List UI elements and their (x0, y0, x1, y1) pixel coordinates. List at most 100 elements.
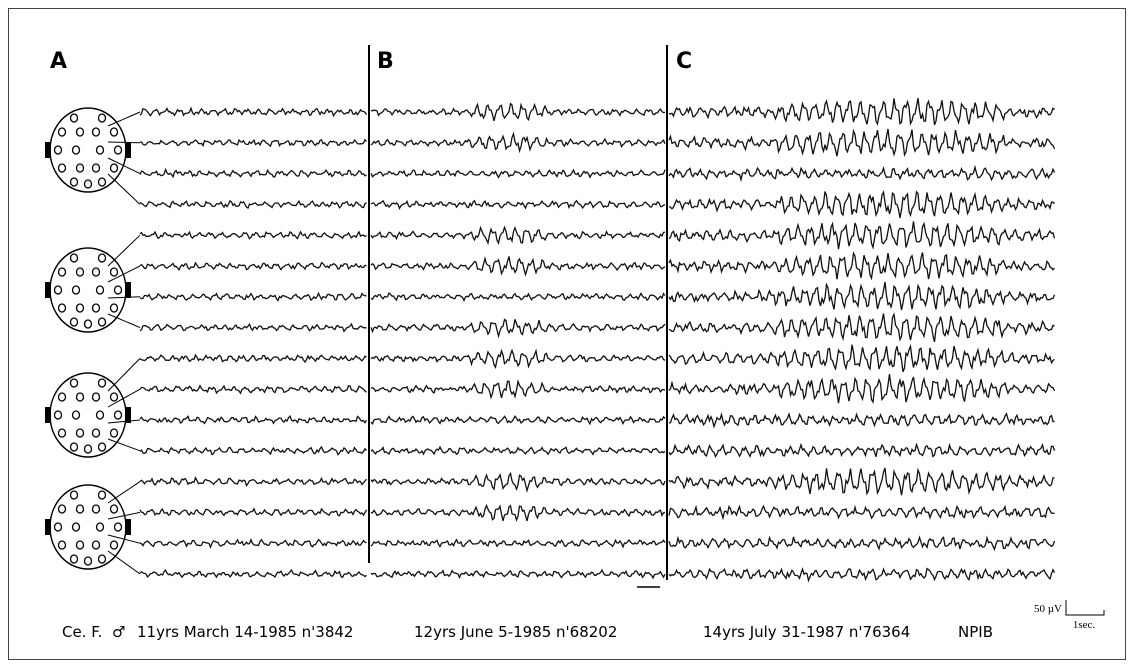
electrode (83, 444, 93, 454)
lead-line (107, 111, 141, 127)
electrode (71, 145, 81, 155)
electrode (69, 253, 79, 263)
electrode (57, 428, 67, 438)
sex-symbol: ♂ (112, 623, 125, 641)
electrode (95, 145, 105, 155)
electrode (57, 267, 67, 277)
lead-line (107, 157, 141, 175)
eeg-trace (370, 379, 666, 400)
electrode (57, 540, 67, 550)
eeg-trace (370, 445, 666, 456)
eeg-trace (139, 414, 368, 425)
electrode (69, 554, 79, 564)
electrode (57, 504, 67, 514)
panel-label: A (50, 49, 67, 74)
ear (125, 407, 131, 423)
eeg-trace (139, 507, 368, 517)
electrode (91, 428, 101, 438)
eeg-trace (668, 412, 1055, 429)
eeg-trace (668, 189, 1055, 219)
eeg-trace (139, 568, 367, 579)
eeg-trace (668, 97, 1055, 126)
lab: NPIB (958, 623, 993, 641)
eeg-trace (668, 221, 1056, 250)
electrode (109, 540, 119, 550)
electrode (75, 127, 85, 137)
eeg-trace (668, 251, 1055, 281)
eeg-trace (139, 537, 367, 550)
electrode (113, 285, 123, 295)
ear (125, 142, 131, 158)
electrode (71, 285, 81, 295)
frame (8, 8, 1126, 660)
ear (45, 142, 51, 158)
electrode (109, 504, 119, 514)
electrode (97, 317, 107, 327)
eeg-trace (139, 230, 367, 240)
lead-line (107, 296, 141, 299)
lead-line (107, 358, 141, 392)
electrode (57, 392, 67, 402)
eeg-trace (370, 471, 666, 493)
lead-line (107, 511, 141, 520)
eeg-trace (668, 442, 1056, 459)
electrode (113, 410, 123, 420)
electrode (109, 392, 119, 402)
electrode (53, 410, 63, 420)
eeg-trace (139, 353, 367, 364)
electrode (53, 522, 63, 532)
electrode (91, 127, 101, 137)
eeg-trace (370, 414, 666, 426)
electrode (91, 267, 101, 277)
lead-line (107, 534, 141, 544)
electrode (95, 522, 105, 532)
electrode (97, 177, 107, 187)
electrode (91, 392, 101, 402)
eeg-trace (668, 128, 1056, 158)
eeg-trace (668, 535, 1056, 552)
eeg-trace (668, 374, 1056, 404)
eeg-trace (139, 445, 367, 456)
lead-line (107, 265, 141, 283)
electrode (83, 556, 93, 566)
eeg-trace (139, 199, 367, 210)
electrode (53, 285, 63, 295)
lead-line (107, 481, 141, 504)
electrode (91, 540, 101, 550)
lead-line (107, 173, 141, 205)
electrode (91, 163, 101, 173)
eeg-trace (139, 291, 367, 302)
eeg-trace (139, 384, 367, 395)
electrode (57, 303, 67, 313)
electrode (109, 127, 119, 137)
eeg-trace (370, 168, 666, 179)
electrode (69, 177, 79, 187)
eeg-trace (370, 348, 666, 370)
electrode (69, 490, 79, 500)
electrode (71, 410, 81, 420)
electrode (97, 554, 107, 564)
lead-line (107, 550, 141, 575)
electrode (113, 522, 123, 532)
electrode (69, 317, 79, 327)
ear (45, 519, 51, 535)
lead-line (107, 388, 141, 408)
electrode (113, 145, 123, 155)
eeg-trace (139, 261, 367, 272)
ear (45, 282, 51, 298)
electrode (75, 163, 85, 173)
electrode (97, 490, 107, 500)
electrode (75, 267, 85, 277)
electrode (75, 303, 85, 313)
eeg-trace (668, 567, 1056, 583)
electrode (75, 504, 85, 514)
electrode (71, 522, 81, 532)
montage-heads (45, 107, 141, 575)
eeg-trace (668, 504, 1055, 521)
eeg-trace (370, 568, 666, 580)
lead-line (107, 234, 141, 267)
electrode (75, 540, 85, 550)
eeg-trace (370, 538, 666, 549)
electrode (109, 267, 119, 277)
